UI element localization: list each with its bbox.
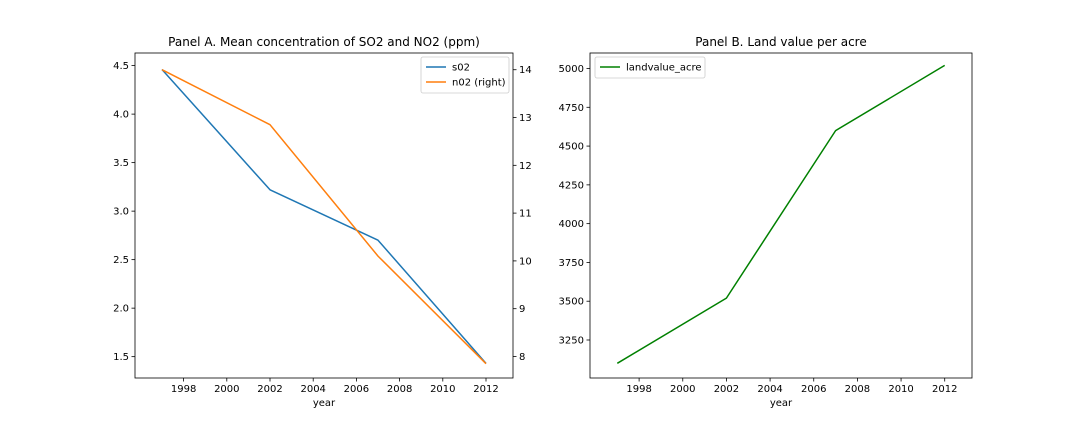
- x-tick-label: 2006: [344, 384, 369, 395]
- x-tick-label: 2002: [714, 384, 739, 395]
- x-tick-label: 2008: [387, 384, 412, 395]
- y-tick-label: 4.5: [113, 61, 129, 72]
- right-y-tick-label: 14: [519, 65, 532, 76]
- y-tick-label: 4.0: [113, 110, 129, 121]
- series-line-s02: [161, 68, 487, 364]
- series-line-landvalue-acre: [616, 64, 946, 364]
- chart-title: Panel A. Mean concentration of SO2 and N…: [168, 35, 480, 49]
- legend-box: [594, 56, 706, 79]
- x-tick-label: 2012: [932, 384, 957, 395]
- legend: landvalue_acre: [594, 56, 706, 79]
- plot-frame: [134, 52, 514, 379]
- x-axis-label: year: [313, 398, 336, 409]
- panel-b-chart: Panel B. Land value per acre 1998 2000 2002…: [559, 35, 973, 409]
- right-y-tick-label: 10: [519, 256, 532, 267]
- y-tick-label: 4250: [559, 180, 584, 191]
- x-tick-label: 2000: [214, 384, 239, 395]
- x-tick-label: 2004: [300, 384, 325, 395]
- y-tick-label: 3250: [559, 335, 584, 346]
- plot-frame: [589, 52, 973, 379]
- y-tick-label: 2.0: [113, 304, 129, 315]
- x-tick-label: 2008: [845, 384, 870, 395]
- legend: s02 n02 (right): [420, 56, 510, 94]
- right-y-tick-label: 12: [519, 161, 532, 172]
- y-tick-label: 3.0: [113, 207, 129, 218]
- y-tick-label: 5000: [559, 64, 584, 75]
- panel-a-chart: Panel A. Mean concentration of SO2 and N…: [113, 35, 532, 409]
- y-tick-label: 1.5: [113, 352, 129, 363]
- y-tick-label: 2.5: [113, 255, 129, 266]
- right-y-tick-label: 13: [519, 113, 532, 124]
- x-tick-label: 2010: [430, 384, 455, 395]
- x-tick-label: 1998: [171, 384, 196, 395]
- legend-box: [420, 56, 510, 94]
- chart-title: Panel B. Land value per acre: [695, 35, 866, 49]
- legend-label: landvalue_acre: [626, 63, 702, 74]
- x-tick-label: 2012: [473, 384, 498, 395]
- y-tick-label: 3.5: [113, 158, 129, 169]
- y-tick-label: 4000: [559, 219, 584, 230]
- series-line-n02-right-: [161, 69, 487, 365]
- x-tick-label: 1998: [626, 384, 651, 395]
- x-tick-label: 2000: [670, 384, 695, 395]
- x-tick-label: 2010: [888, 384, 913, 395]
- x-tick-label: 2002: [257, 384, 282, 395]
- y-tick-label: 3500: [559, 297, 584, 308]
- x-tick-label: 2004: [757, 384, 782, 395]
- right-y-tick-label: 11: [519, 209, 532, 220]
- legend-label: n02 (right): [452, 78, 506, 89]
- y-tick-label: 4500: [559, 142, 584, 153]
- x-axis-label: year: [770, 398, 793, 409]
- right-y-tick-label: 9: [519, 304, 525, 315]
- y-tick-label: 3750: [559, 258, 584, 269]
- y-tick-label: 4750: [559, 103, 584, 114]
- right-y-tick-label: 8: [519, 352, 525, 363]
- legend-label: s02: [452, 63, 470, 74]
- x-tick-label: 2006: [801, 384, 826, 395]
